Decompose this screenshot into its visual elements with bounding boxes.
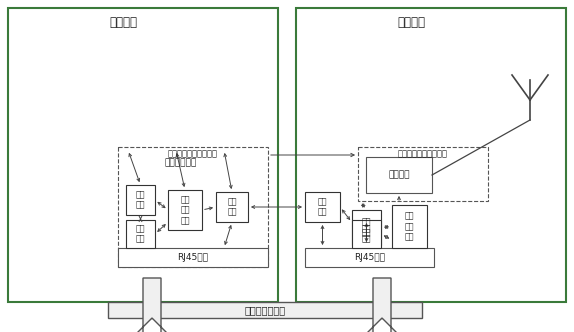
Bar <box>352 220 381 248</box>
Bar <box>216 192 248 222</box>
Bar <box>296 8 566 302</box>
Text: 远程单元: 远程单元 <box>397 16 425 29</box>
Text: 通讯
控制: 通讯 控制 <box>227 197 236 217</box>
Text: 八芯平行网络线: 八芯平行网络线 <box>245 305 285 315</box>
Bar <box>126 185 155 215</box>
Bar <box>8 8 278 302</box>
Bar <box>305 192 340 222</box>
Text: 通讯
控制: 通讯 控制 <box>318 197 327 217</box>
Text: 终端本体: 终端本体 <box>109 16 137 29</box>
Bar <box>168 190 202 230</box>
Polygon shape <box>130 278 174 332</box>
Text: RJ45接口: RJ45接口 <box>177 253 208 262</box>
Text: 一号远程通信模块接口: 一号远程通信模块接口 <box>168 149 218 158</box>
Bar <box>305 248 434 267</box>
Text: 二号远程通信模块接口: 二号远程通信模块接口 <box>398 149 448 158</box>
Text: 通讯
控制: 通讯 控制 <box>362 224 371 244</box>
Bar <box>366 157 432 193</box>
Polygon shape <box>360 278 404 332</box>
Bar <box>352 210 381 245</box>
Bar <box>358 147 488 201</box>
Bar <box>126 220 155 248</box>
Text: 通讯
控制: 通讯 控制 <box>135 224 145 244</box>
Bar <box>392 205 427 248</box>
Text: RJ45接口: RJ45接口 <box>354 253 385 262</box>
Text: 一号
电源
电路: 一号 电源 电路 <box>180 195 190 225</box>
Bar <box>118 248 268 267</box>
Text: 数据转换单元: 数据转换单元 <box>165 158 197 168</box>
Text: 通信模块: 通信模块 <box>388 171 410 180</box>
Bar <box>118 147 268 267</box>
Bar <box>108 302 422 318</box>
Text: 处理
器二: 处理 器二 <box>362 218 371 237</box>
Text: 处理
器一: 处理 器一 <box>135 190 145 210</box>
Text: 二号
电源
电路: 二号 电源 电路 <box>405 211 414 241</box>
